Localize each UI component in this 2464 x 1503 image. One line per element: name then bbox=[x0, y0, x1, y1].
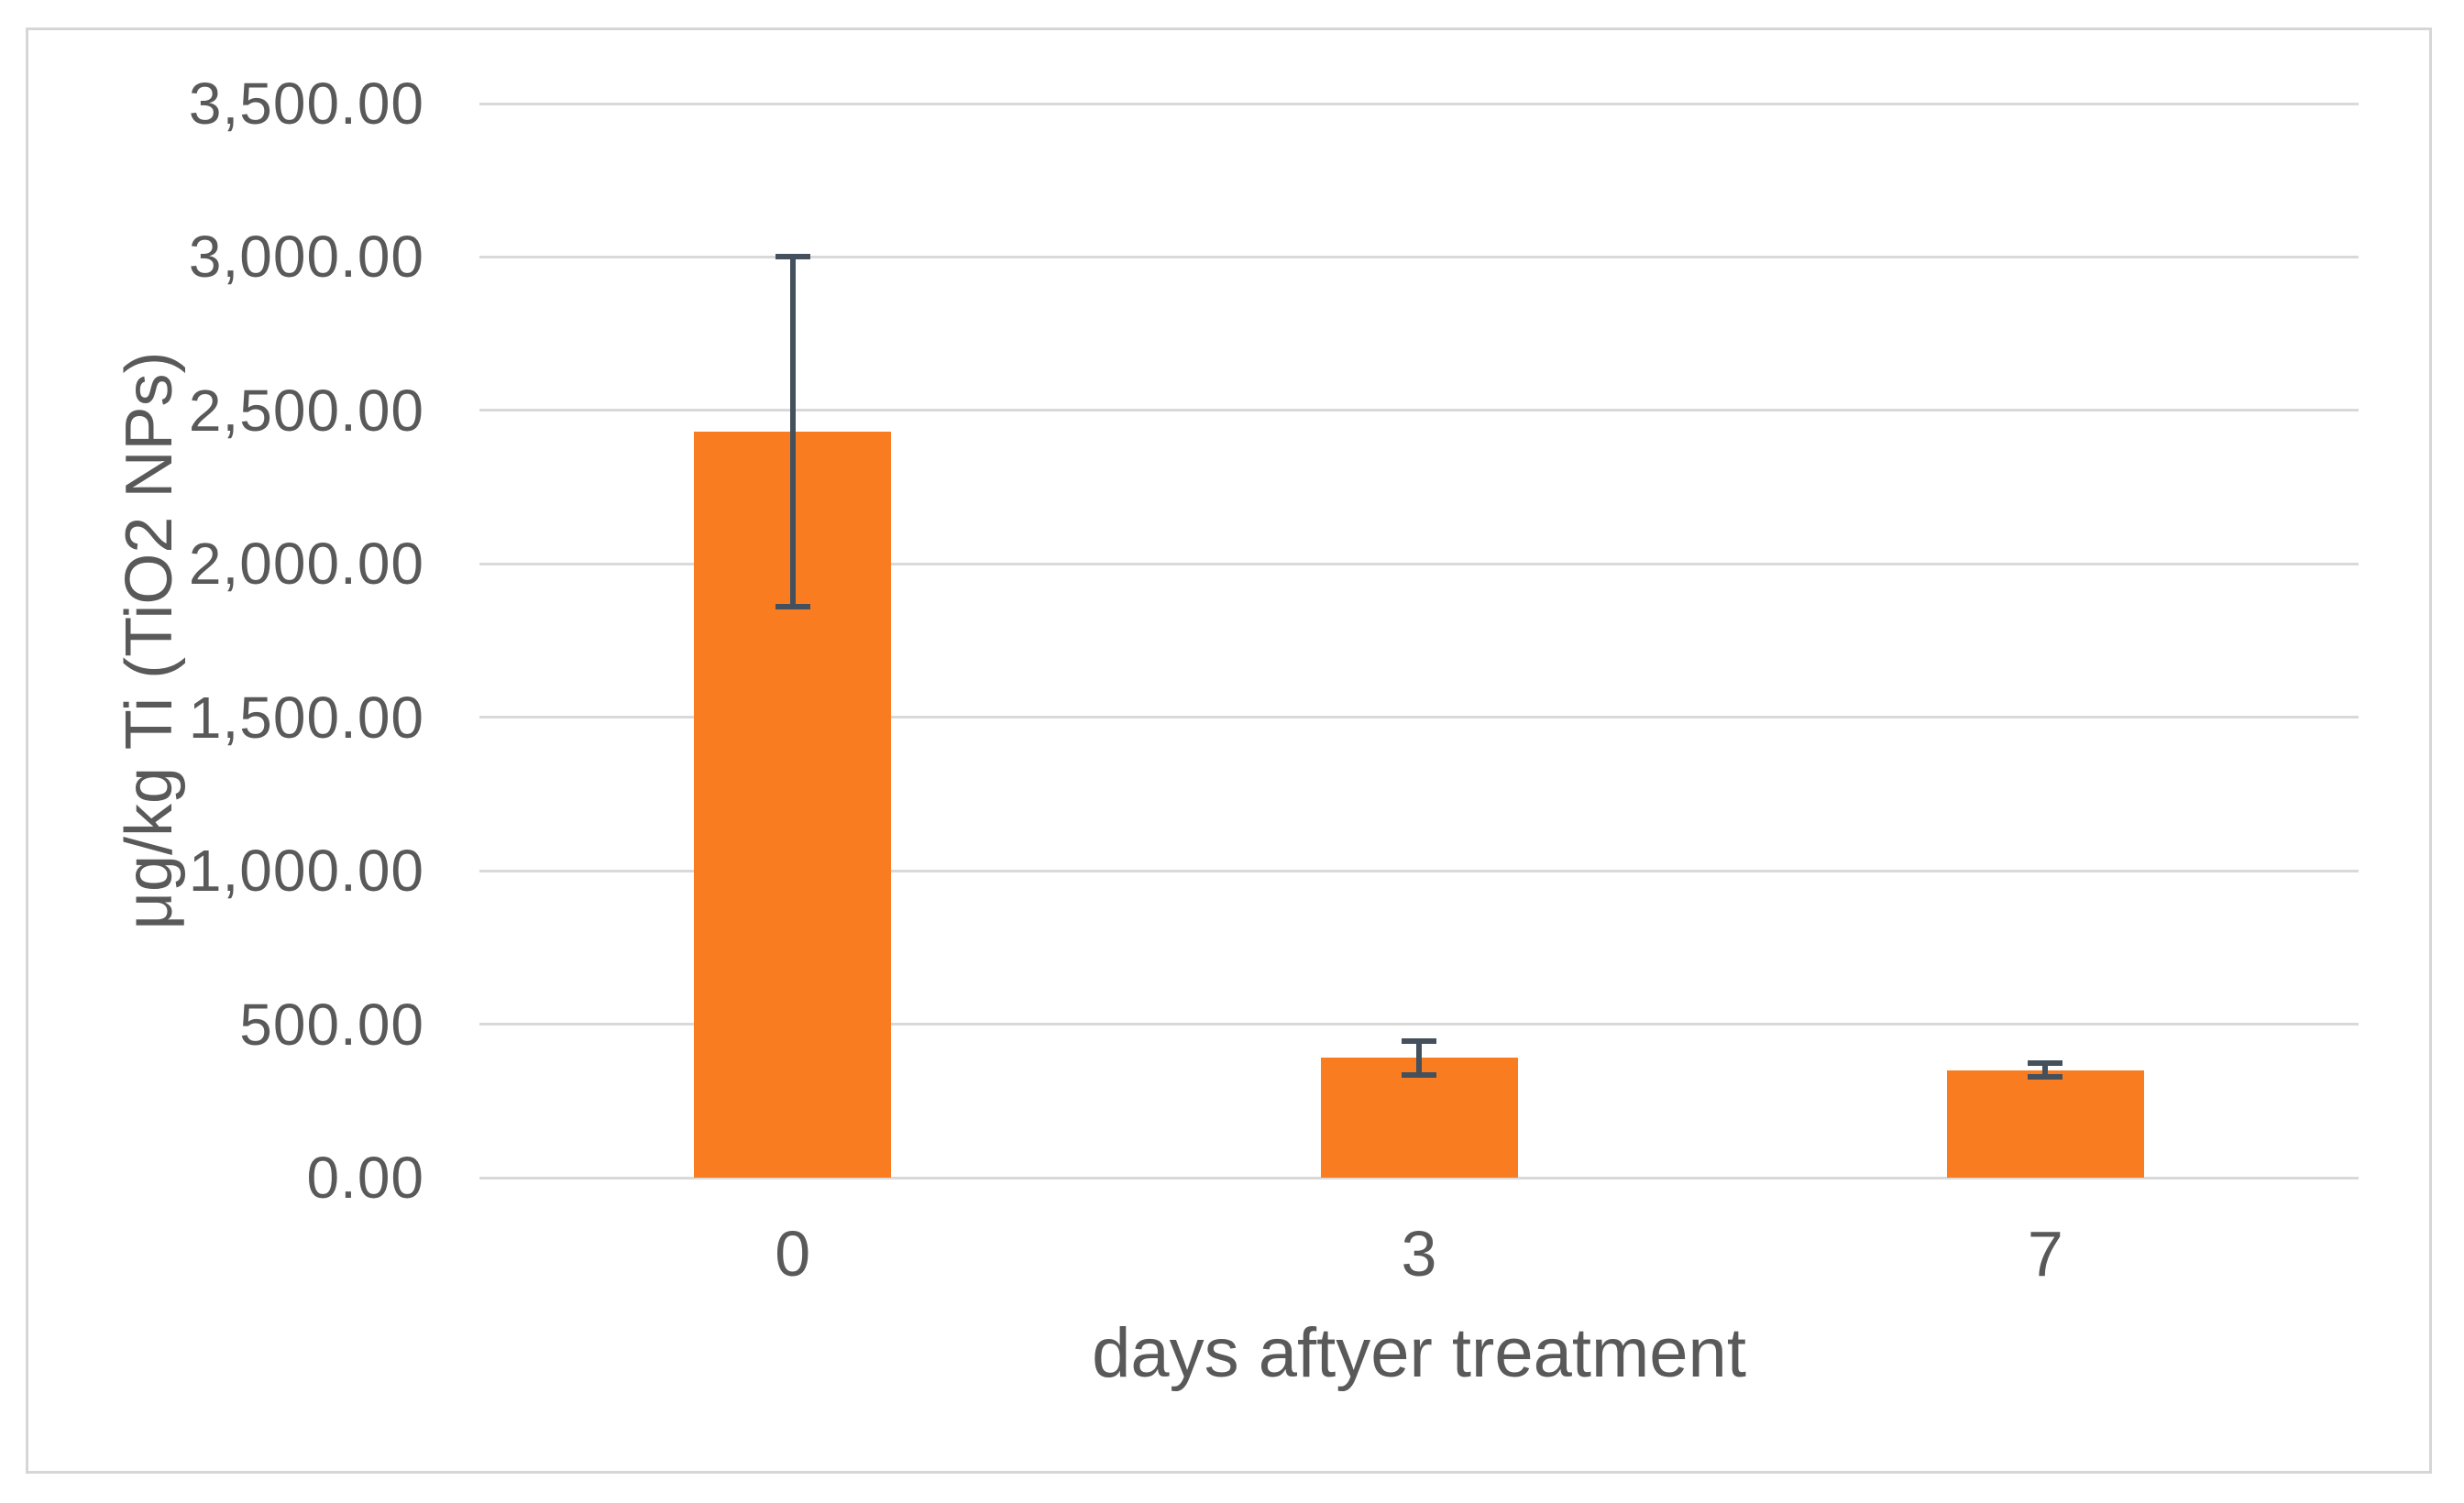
error-bar-top-cap-day-7 bbox=[2028, 1060, 2063, 1067]
error-bar-line-day-7 bbox=[2042, 1063, 2049, 1078]
y-tick-label-0: 0.00 bbox=[306, 1145, 424, 1211]
error-bar-top-cap-day-0 bbox=[775, 254, 810, 260]
y-tick-label-2000: 2,000.00 bbox=[188, 531, 424, 598]
y-tick-label-1000: 1,000.00 bbox=[188, 838, 424, 905]
gridline-2500 bbox=[479, 409, 2359, 412]
y-tick-label-2500: 2,500.00 bbox=[188, 377, 424, 444]
error-bar-bottom-cap-day-3 bbox=[1402, 1071, 1436, 1078]
error-bar-line-day-3 bbox=[1416, 1040, 1422, 1075]
gridline-3000 bbox=[479, 255, 2359, 258]
gridline-3500 bbox=[479, 102, 2359, 105]
bar-day-7 bbox=[1946, 1070, 2144, 1178]
chart-frame: μg/kg Ti (TiO2 NPs) 0.00 500.00 1,000.00 1,… bbox=[26, 27, 2432, 1474]
error-bar-bottom-cap-day-0 bbox=[775, 604, 810, 610]
y-tick-label-1500: 1,500.00 bbox=[188, 684, 424, 751]
plot-area bbox=[479, 102, 2359, 1179]
x-tick-label-3: 3 bbox=[1401, 1218, 1437, 1289]
bar-day-3 bbox=[1320, 1058, 1518, 1178]
gridline-1500 bbox=[479, 716, 2359, 719]
gridline-500 bbox=[479, 1023, 2359, 1026]
error-bar-line-day-0 bbox=[789, 257, 796, 608]
error-bar-top-cap-day-3 bbox=[1402, 1037, 1436, 1044]
gridline-1000 bbox=[479, 869, 2359, 872]
error-bar-bottom-cap-day-7 bbox=[2028, 1074, 2063, 1081]
x-tick-label-7: 7 bbox=[2027, 1218, 2063, 1289]
x-axis-title: days aftyer treatment bbox=[1092, 1314, 1746, 1392]
y-tick-label-3000: 3,000.00 bbox=[188, 224, 424, 291]
x-tick-label-0: 0 bbox=[775, 1218, 811, 1289]
gridline-2000 bbox=[479, 562, 2359, 565]
gridline-0 bbox=[479, 1176, 2359, 1179]
y-tick-label-3500: 3,500.00 bbox=[188, 71, 424, 137]
y-tick-label-500: 500.00 bbox=[239, 991, 424, 1058]
